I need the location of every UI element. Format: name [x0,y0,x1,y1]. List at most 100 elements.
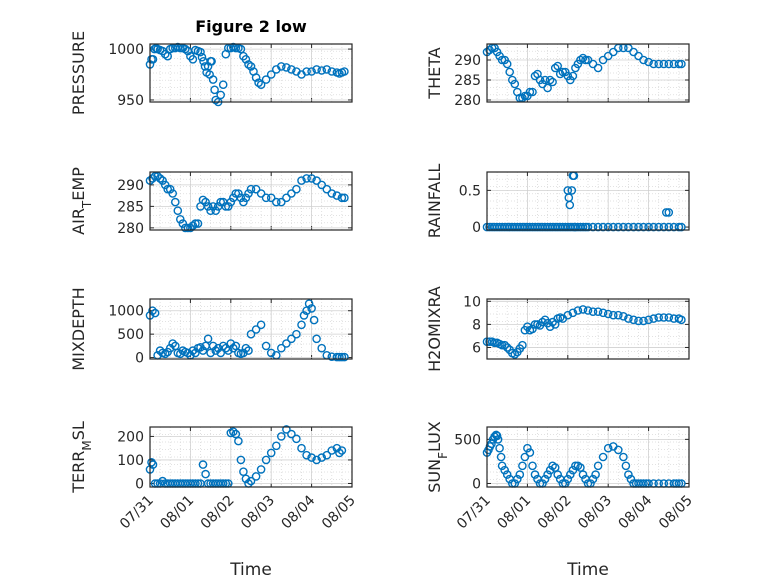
data-point [619,222,628,232]
x-tick-label: 08/02 [535,493,575,533]
data-point [550,63,560,73]
data-point [664,313,674,322]
data-point [178,219,188,228]
data-point [211,206,220,215]
data-point [567,186,577,195]
data-point [312,176,321,185]
data-point [201,469,210,479]
data-point [659,313,669,322]
data-point [276,62,286,71]
data-point [168,339,177,348]
data-point [173,206,183,215]
data-point [210,85,219,95]
data-point [505,67,515,77]
data-point [337,446,347,455]
axes-frame [486,298,690,360]
data-point [246,184,256,194]
data-point [677,222,686,232]
data-point [583,306,593,315]
data-point [528,461,537,471]
data-point [487,439,496,449]
data-point [218,80,228,89]
data-point [568,71,578,81]
data-point [236,44,246,54]
data-point [593,307,603,317]
data-point [515,470,525,479]
data-point [593,222,603,232]
data-point [614,222,623,232]
data-point [518,461,527,471]
data-point [203,202,213,211]
y-tick-label: 0 [135,476,144,492]
data-point [282,63,291,72]
data-point [664,59,674,69]
data-point [513,474,522,484]
data-point [307,453,316,462]
data-point [578,305,588,314]
y-axis-label: MIXDEPTH [69,287,88,370]
data-point [206,206,215,215]
data-point [490,338,499,348]
y-axis-label: SUNFLUX [425,421,450,493]
data-point [297,320,306,330]
data-point [603,222,613,232]
data-point [500,340,510,350]
data-point [287,65,296,74]
data-point [525,87,535,97]
data-point [256,80,266,89]
data-point [234,436,243,446]
data-point [312,455,321,465]
data-point [223,202,233,211]
data-point [614,445,623,455]
data-point [201,197,210,207]
y-axis-label: TERRMSL [69,421,94,494]
data-point [183,223,193,233]
data-point [588,222,598,232]
data-point [649,59,658,69]
data-point [266,448,276,458]
x-tick-label: 07/31 [454,493,494,533]
data-point [500,465,510,475]
data-point [581,55,590,65]
data-point [677,59,686,69]
data-point [570,222,580,232]
data-point [340,67,349,76]
data-point [207,57,216,66]
data-point [553,61,563,71]
data-point [287,334,296,344]
data-point [261,455,271,465]
data-point [309,315,319,325]
data-point [317,453,327,462]
x-axis-label: Time [566,560,609,580]
x-tick-label: 08/04 [616,492,656,532]
data-point [530,470,540,479]
data-point [186,223,195,233]
data-point [244,346,253,355]
data-point [609,222,618,232]
data-point [246,476,256,486]
data-point [332,191,342,200]
data-point [211,346,220,355]
y-tick-label: 285 [117,199,144,215]
data-point [664,222,674,232]
axes-frame [486,43,690,103]
data-point [322,184,332,194]
panel-rainfall: 0.5 0 RAINFALL [425,164,690,238]
data-point [588,474,598,484]
data-point [256,189,266,198]
y-axis-label: PRESSURE [69,31,88,115]
data-point [218,341,228,351]
data-point [266,70,276,79]
data-point [208,341,218,351]
panel-theta: 290 285 280 THETA [425,43,690,109]
data-point [160,180,170,190]
data-point [545,75,555,85]
data-point [251,73,261,82]
data-point [231,189,241,198]
data-point [614,310,623,320]
data-point [654,222,664,232]
data-point [634,222,643,232]
data-point [191,219,200,228]
